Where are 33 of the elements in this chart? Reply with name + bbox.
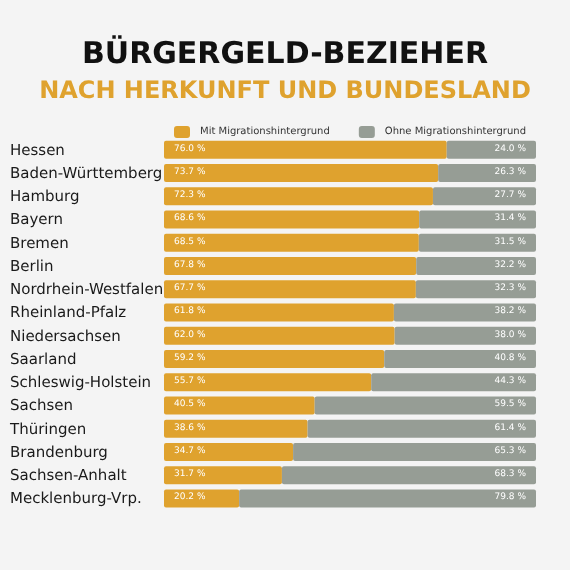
bar: [432, 187, 536, 206]
bar: [164, 419, 308, 438]
bar: [307, 419, 536, 438]
bar: [164, 163, 439, 182]
bar: [371, 373, 536, 392]
bar: [393, 303, 536, 322]
bar: [164, 326, 395, 345]
bar: [384, 349, 536, 368]
bar: [164, 466, 282, 485]
bar: [293, 442, 536, 461]
bar: [394, 326, 536, 345]
bar: [415, 280, 536, 299]
bar: [438, 163, 536, 182]
bar: [164, 396, 315, 415]
bar: [164, 489, 240, 508]
bar: [164, 280, 416, 299]
chart-subtitle: NACH HERKUNFT UND BUNDESLAND: [39, 76, 531, 104]
bar: [418, 233, 536, 252]
bar: [446, 140, 536, 159]
bar: [416, 256, 536, 275]
bar: [164, 256, 417, 275]
bar: [164, 442, 294, 461]
bar: [164, 303, 394, 322]
bar: [164, 349, 385, 368]
bar: [239, 489, 536, 508]
bar: [281, 466, 536, 485]
bar: [314, 396, 536, 415]
chart-title: BÜRGERGELD-BEZIEHER: [81, 35, 489, 71]
bar: [164, 187, 433, 206]
bar: [164, 233, 419, 252]
bar: [419, 210, 536, 229]
bar: [164, 210, 420, 229]
bar: [164, 373, 372, 392]
